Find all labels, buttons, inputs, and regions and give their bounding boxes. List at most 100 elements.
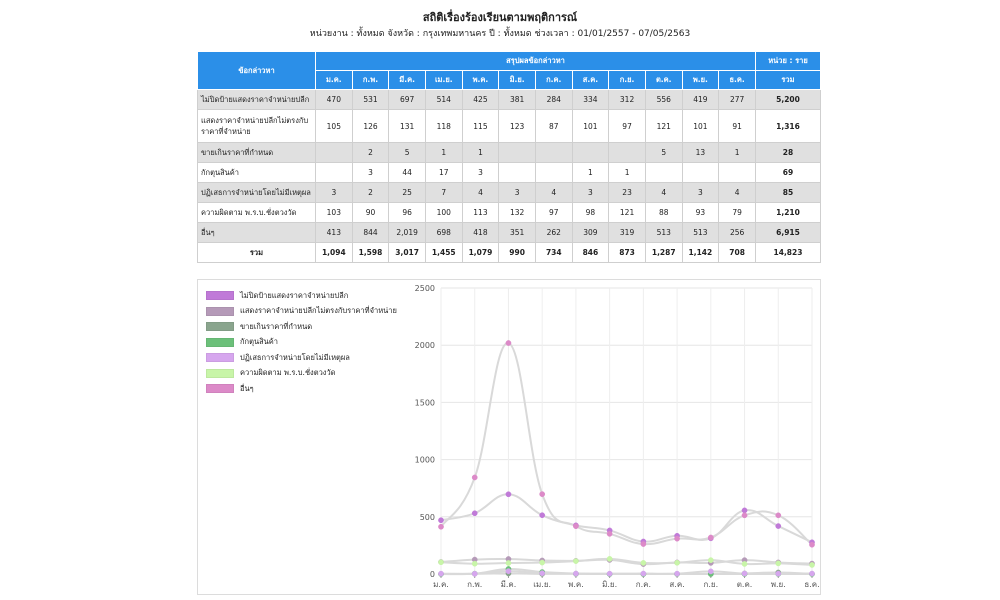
series-line [440,342,813,546]
legend-item[interactable]: ขายเกินราคาที่กำหนด [206,319,397,335]
sum-cell: 1,094 [315,242,353,263]
data-point [606,530,613,537]
data-point [438,523,444,530]
data-point [606,570,613,577]
row-total: 28 [755,142,821,163]
legend-item[interactable]: ไม่ปิดป้ายแสดงราคาจำหน่ายปลีก [206,288,397,304]
y-tick-label: 1500 [415,398,435,407]
table-cell: 1 [608,162,646,183]
legend-label: แสดงราคาจำหน่ายปลีกไม่ตรงกับราคาที่จำหน่… [240,306,397,316]
sum-row: รวม 1,094 1,598 3,017 1,455 1,079 990 734 846 873… [197,242,821,263]
data-point [775,523,782,529]
table-cell: 90 [351,202,390,223]
data-point [674,559,680,566]
data-point [809,541,815,548]
data-point [640,541,647,547]
table-row: ความผิดตาม พ.ร.บ.ชั่งตวงวัด 103 90 96 100 113… [197,202,821,223]
table-cell: 17 [424,162,463,183]
data-point [674,570,680,577]
table-cell: 96 [388,202,426,223]
x-tick-label: ก.ย. [704,580,719,589]
month-header: เม.ย. [424,70,463,90]
table-cell: 1 [461,142,500,163]
table-cell: 3 [351,162,390,183]
y-tick-label: 2000 [415,341,435,350]
data-point [505,491,512,498]
table-cell: 513 [644,222,683,243]
topic-header: ข้อกล่าวหา [197,51,316,90]
legend-item[interactable]: อื่นๆ [206,381,397,397]
table-cell: 79 [718,202,756,223]
sum-cell: 990 [498,242,536,263]
table-cell: 126 [351,109,390,143]
table-cell: 13 [681,142,720,163]
legend-item[interactable]: กักตุนสินค้า [206,335,397,351]
legend-item[interactable]: แสดงราคาจำหน่ายปลีกไม่ตรงกับราคาที่จำหน่… [206,304,397,320]
data-point [438,517,444,524]
table-cell [498,162,536,183]
table-row: ปฏิเสธการจำหน่ายโดยไม่มีเหตุผล 3 2 25 7 4 3 4 3 2… [197,182,821,203]
legend-swatch [206,368,234,378]
table-cell: 844 [351,222,390,243]
table-cell: 698 [424,222,463,243]
x-tick-label: ก.พ. [467,580,482,589]
table-cell: 3 [571,182,610,203]
data-point [539,559,546,566]
table-row: แสดงราคาจำหน่ายปลีกไม่ตรงกับราคาที่จำหน่… [197,109,821,143]
table-cell: 262 [534,222,573,243]
sum-cell: 3,017 [388,242,426,263]
table-cell: 1 [718,142,756,163]
series-line [440,570,813,575]
month-header: พ.ค. [461,70,500,90]
table-cell [534,162,573,183]
table-cell: 425 [461,89,500,110]
table-cell: 556 [644,89,683,110]
table-cell: 87 [534,109,573,143]
data-point [775,512,782,519]
line-chart: ไม่ปิดป้ายแสดงราคาจำหน่ายปลีกแสดงราคาจำห… [197,279,821,595]
month-header: ต.ค. [644,70,683,90]
month-header: ม.ค. [315,70,353,90]
data-point [573,570,579,577]
sum-cell: 1,455 [424,242,463,263]
legend-swatch [206,306,234,316]
table-cell: 93 [681,202,720,223]
data-point [573,523,579,530]
table-cell [571,142,610,163]
month-header: ธ.ค. [718,70,756,90]
table-row: อื่นๆ 413 844 2,019 698 418 351 262 309 319 513 513… [197,222,821,243]
table-cell: 351 [498,222,536,243]
data-point [809,562,815,568]
data-point [539,491,546,497]
table-cell: 4 [718,182,756,203]
series-line [440,557,813,566]
x-tick-label: พ.ย. [771,580,786,589]
table-cell: 101 [681,109,720,143]
row-label: ปฏิเสธการจำหน่ายโดยไม่มีเหตุผล [197,182,316,203]
table-cell: 100 [424,202,463,223]
row-total: 1,316 [755,109,821,143]
table-cell [644,162,683,183]
page-subtitle: หน่วยงาน : ทั้งหมด จังหวัด : กรุงเทพมหาน… [309,29,691,39]
table-cell [534,142,573,163]
month-header: ก.พ. [351,70,390,90]
table-cell: 3 [315,182,353,203]
table-cell: 105 [315,109,353,143]
legend-swatch [206,291,234,301]
table-cell: 97 [534,202,573,223]
legend-item[interactable]: ความผิดตาม พ.ร.บ.ชั่งตวงวัด [206,366,397,382]
y-tick-label: 2500 [415,284,435,293]
table-cell: 4 [534,182,573,203]
table-cell: 23 [608,182,646,203]
table-cell: 334 [571,89,610,110]
table-cell: 3 [461,162,500,183]
row-label: กักตุนสินค้า [197,162,316,183]
legend-item[interactable]: ปฏิเสธการจำหน่ายโดยไม่มีเหตุผล [206,350,397,366]
table-cell: 5 [388,142,426,163]
sum-cell: 708 [718,242,756,263]
table-cell: 2 [351,182,390,203]
legend-swatch [206,353,234,363]
table-cell: 113 [461,202,500,223]
x-tick-label: มี.ค. [501,580,517,589]
data-point [741,512,748,519]
